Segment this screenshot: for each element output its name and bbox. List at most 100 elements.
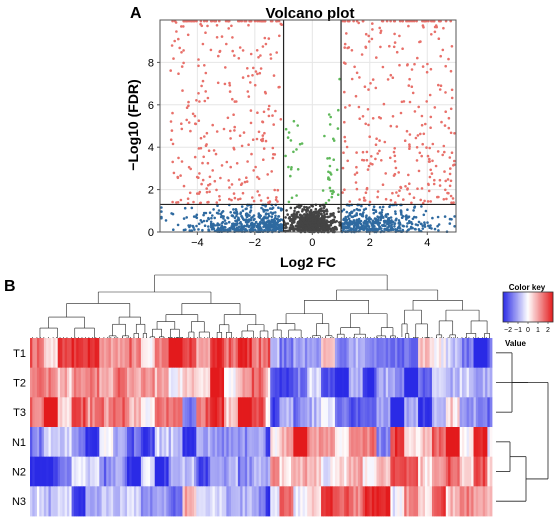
- volcano-point: [205, 187, 208, 190]
- volcano-point: [193, 155, 197, 159]
- heatmap-cell: [256, 338, 260, 369]
- volcano-point: [202, 219, 206, 223]
- heatmap-cell: [385, 338, 389, 369]
- volcano-point: [347, 217, 351, 221]
- heatmap-cell: [383, 456, 387, 487]
- volcano-point: [448, 172, 452, 176]
- heatmap-cell: [480, 338, 484, 369]
- volcano-point: [180, 122, 183, 125]
- volcano-point: [245, 176, 248, 179]
- heatmap-cell: [344, 456, 347, 487]
- heatmap-cell: [147, 456, 151, 487]
- heatmap-cell: [311, 367, 315, 398]
- heatmap-cell: [228, 338, 232, 369]
- volcano-point: [179, 174, 182, 177]
- volcano-point: [252, 214, 256, 217]
- heatmap-cell: [145, 486, 149, 517]
- volcano-point: [295, 211, 299, 215]
- volcano-point: [363, 85, 367, 88]
- heatmap-cell: [48, 397, 52, 428]
- heatmap-cell: [92, 397, 96, 428]
- volcano-point: [325, 212, 329, 216]
- volcano-point: [335, 220, 339, 223]
- heatmap-cell: [177, 486, 181, 517]
- volcano-point: [344, 106, 347, 109]
- heatmap-cell: [143, 486, 146, 517]
- heatmap-cell: [466, 338, 470, 369]
- volcano-point: [355, 221, 359, 224]
- volcano-point: [398, 189, 401, 192]
- heatmap-cell: [325, 367, 329, 398]
- volcano-point: [178, 46, 181, 50]
- heatmap-cell: [355, 397, 359, 428]
- heatmap-cell: [404, 397, 407, 428]
- color-key-swatch: [515, 292, 518, 322]
- heatmap-cell: [196, 397, 200, 428]
- heatmap-cell: [34, 338, 38, 369]
- heatmap-cell: [203, 486, 206, 517]
- volcano-point: [393, 160, 397, 163]
- heatmap-cell: [106, 456, 109, 487]
- volcano-point: [344, 226, 348, 230]
- volcano-point: [400, 216, 404, 219]
- heatmap-cell: [394, 427, 398, 458]
- heatmap-cell: [401, 338, 405, 369]
- volcano-point: [307, 213, 311, 216]
- heatmap-cell: [129, 397, 133, 428]
- volcano-point: [232, 222, 235, 225]
- volcano-point: [327, 176, 330, 179]
- volcano-point: [250, 226, 254, 229]
- heatmap-cell: [332, 367, 336, 398]
- volcano-point: [442, 144, 446, 148]
- volcano-point: [203, 224, 207, 227]
- heatmap-cell: [207, 338, 211, 369]
- heatmap-cell: [291, 427, 294, 458]
- volcano-point: [228, 197, 231, 201]
- heatmap-cell: [66, 338, 70, 369]
- volcano-point: [182, 61, 185, 65]
- heatmap-cell: [254, 456, 257, 487]
- heatmap-cell: [159, 456, 163, 487]
- volcano-point: [322, 209, 325, 212]
- volcano-point: [246, 213, 250, 216]
- volcano-point: [216, 223, 220, 227]
- heatmap-cell: [295, 397, 299, 428]
- volcano-point: [367, 88, 370, 91]
- heatmap-cell: [261, 338, 264, 369]
- heatmap-cell: [168, 397, 172, 428]
- heatmap-cell: [32, 456, 36, 487]
- volcano-point: [445, 197, 448, 201]
- heatmap-cell: [46, 367, 49, 398]
- heatmap-cell: [173, 397, 176, 428]
- volcano-point: [391, 76, 395, 79]
- volcano-point: [407, 84, 411, 87]
- heatmap-cell: [53, 427, 56, 458]
- heatmap-cell: [383, 338, 387, 369]
- volcano-point: [421, 142, 425, 146]
- volcano-point: [322, 225, 326, 228]
- heatmap-cell: [277, 456, 280, 487]
- heatmap-cell: [475, 427, 479, 458]
- volcano-point: [206, 161, 210, 165]
- heatmap-cell: [427, 397, 431, 428]
- heatmap-cell: [258, 367, 262, 398]
- volcano-point: [392, 45, 396, 49]
- volcano-point: [378, 149, 381, 153]
- heatmap-cell: [189, 397, 193, 428]
- volcano-point: [243, 180, 247, 184]
- heatmap-cell: [353, 338, 357, 369]
- volcano-point: [287, 131, 291, 134]
- heatmap-cell: [244, 338, 248, 369]
- heatmap-cell: [145, 338, 149, 369]
- volcano-point: [443, 124, 447, 127]
- volcano-point: [332, 158, 336, 161]
- volcano-point: [406, 228, 410, 232]
- volcano-point: [249, 206, 253, 209]
- volcano-point: [234, 219, 237, 223]
- volcano-point: [264, 225, 267, 228]
- heatmap-cell: [187, 397, 190, 428]
- heatmap-cell: [140, 367, 144, 398]
- heatmap-cell: [272, 486, 276, 517]
- heatmap-cell: [251, 486, 255, 517]
- heatmap-cell: [346, 427, 350, 458]
